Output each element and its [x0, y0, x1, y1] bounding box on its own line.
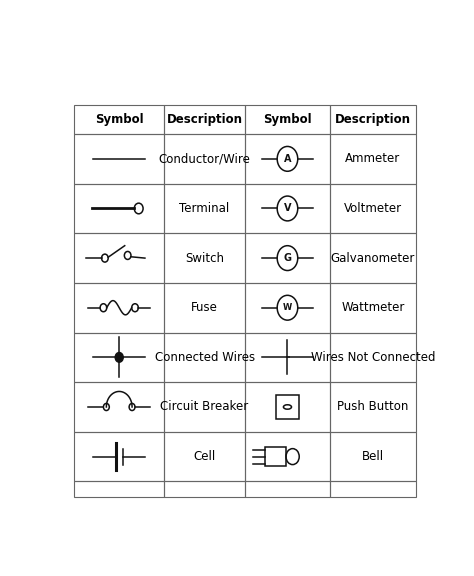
Text: Wattmeter: Wattmeter	[341, 301, 405, 314]
Text: Fuse: Fuse	[191, 301, 218, 314]
Bar	[276, 396, 299, 419]
Text: Voltmeter: Voltmeter	[344, 202, 402, 215]
Text: Connected Wires: Connected Wires	[155, 351, 255, 364]
Text: G: G	[283, 253, 292, 263]
Text: Ammeter: Ammeter	[345, 153, 401, 165]
Bar	[264, 448, 286, 466]
Text: W: W	[283, 303, 292, 312]
Text: Description: Description	[335, 113, 411, 126]
Text: Description: Description	[167, 113, 243, 126]
Text: Switch: Switch	[185, 252, 224, 264]
Text: Symbol: Symbol	[263, 113, 312, 126]
Text: V: V	[284, 203, 291, 214]
Text: Terminal: Terminal	[180, 202, 230, 215]
Text: Conductor/Wire: Conductor/Wire	[159, 153, 251, 165]
Text: Galvanometer: Galvanometer	[331, 252, 415, 264]
Circle shape	[115, 353, 123, 362]
Text: Bell: Bell	[362, 450, 384, 463]
Text: A: A	[284, 154, 291, 164]
Text: Circuit Breaker: Circuit Breaker	[161, 400, 249, 414]
Text: Symbol: Symbol	[95, 113, 144, 126]
Text: Push Button: Push Button	[337, 400, 409, 414]
Text: Wires Not Connected: Wires Not Connected	[310, 351, 435, 364]
Text: Cell: Cell	[193, 450, 216, 463]
